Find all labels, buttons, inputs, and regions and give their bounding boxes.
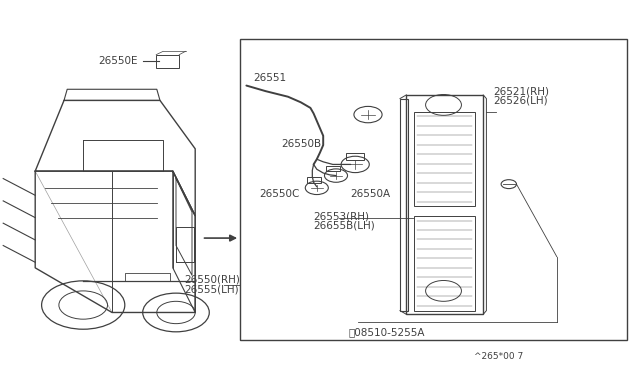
Text: 26550(RH): 26550(RH)	[184, 275, 240, 285]
Text: 26553(RH): 26553(RH)	[314, 212, 370, 221]
Bar	[326, 166, 340, 171]
Bar	[414, 112, 475, 206]
Text: 26521(RH): 26521(RH)	[493, 86, 548, 96]
Text: Ⓝ08510-5255A: Ⓝ08510-5255A	[349, 327, 426, 337]
Bar	[156, 55, 179, 68]
Text: 26550B: 26550B	[281, 140, 321, 149]
Bar	[346, 153, 364, 160]
Bar	[240, 39, 627, 340]
Text: 26526(LH): 26526(LH)	[493, 96, 547, 105]
Bar	[307, 177, 321, 183]
Text: 26550C: 26550C	[259, 189, 300, 199]
Text: ^265*00 7: ^265*00 7	[474, 352, 523, 361]
Text: 26550E: 26550E	[98, 57, 138, 66]
Text: 26551: 26551	[253, 73, 286, 83]
Bar	[414, 216, 475, 311]
Text: 26655B(LH): 26655B(LH)	[314, 221, 375, 231]
Text: 26555(LH): 26555(LH)	[184, 284, 239, 294]
Text: 26550A: 26550A	[351, 189, 391, 199]
Bar	[406, 95, 483, 314]
Bar	[400, 99, 408, 311]
